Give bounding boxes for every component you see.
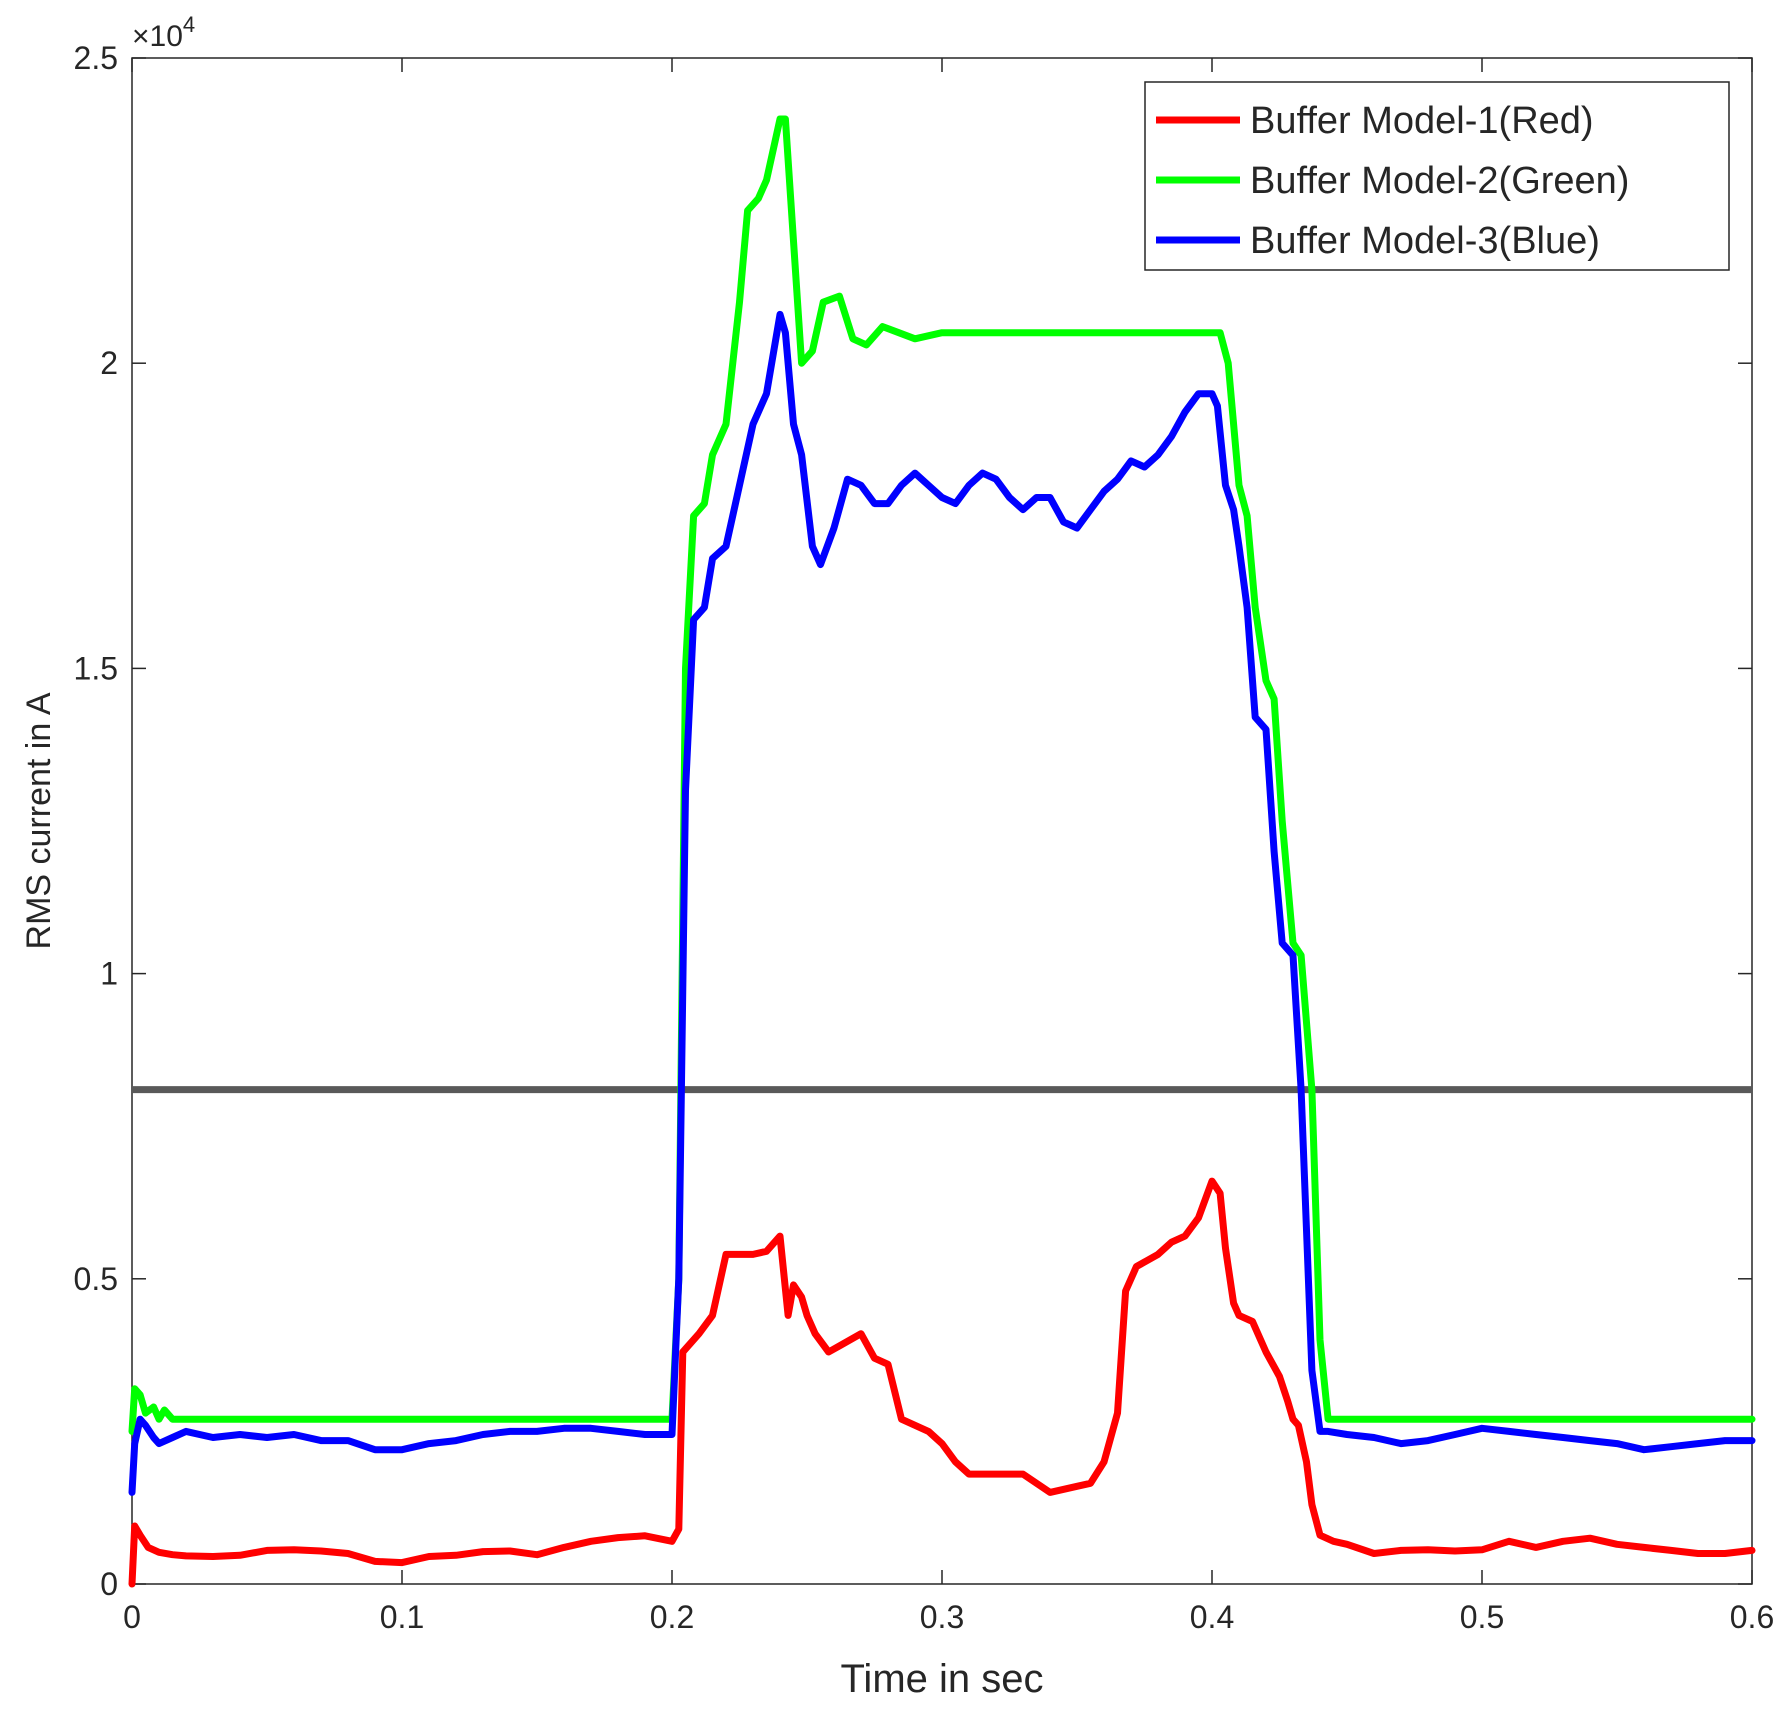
legend-label: Buffer Model-2(Green) [1250, 160, 1629, 202]
axis-ticks [131, 57, 1753, 1585]
legend-label: Buffer Model-1(Red) [1250, 100, 1594, 142]
series-line-3 [128, 310, 1756, 1496]
x-tick-label: 0.3 [920, 1599, 964, 1635]
x-tick-label: 0.5 [1460, 1599, 1504, 1635]
x-tick-label: 0 [123, 1599, 141, 1635]
y-tick-label: 2.5 [74, 40, 118, 76]
legend-box [1144, 81, 1730, 271]
x-tick-label: 0.4 [1190, 1599, 1234, 1635]
plot-area [131, 57, 1753, 1585]
series-line-2 [128, 115, 1756, 1435]
legend-entries: Buffer Model-1(Red) Buffer Model-2(Green)… [1156, 100, 1629, 262]
legend-label: Buffer Model-3(Blue) [1250, 220, 1600, 262]
y-tick-labels: 0 0.5 1 1.5 2 2.5 [74, 40, 118, 1602]
y-exponent-label: ×104 [132, 12, 195, 53]
x-axis-label: Time in sec [840, 1657, 1043, 1701]
x-tick-label: 0.2 [650, 1599, 694, 1635]
y-tick-label: 2 [100, 345, 118, 381]
y-tick-label: 1 [100, 956, 118, 992]
x-tick-labels: 0 0.1 0.2 0.3 0.4 0.5 0.6 [123, 1599, 1774, 1635]
y-tick-label: 0 [100, 1566, 118, 1602]
y-tick-label: 1.5 [74, 650, 118, 686]
series-line-1 [128, 1177, 1756, 1588]
x-tick-label: 0.1 [380, 1599, 424, 1635]
y-tick-label: 0.5 [74, 1261, 118, 1297]
x-tick-label: 0.6 [1730, 1599, 1774, 1635]
series-lines [128, 115, 1756, 1588]
legend: Buffer Model-1(Red) Buffer Model-2(Green)… [1144, 81, 1730, 271]
y-axis-label: RMS current in A [20, 692, 58, 949]
